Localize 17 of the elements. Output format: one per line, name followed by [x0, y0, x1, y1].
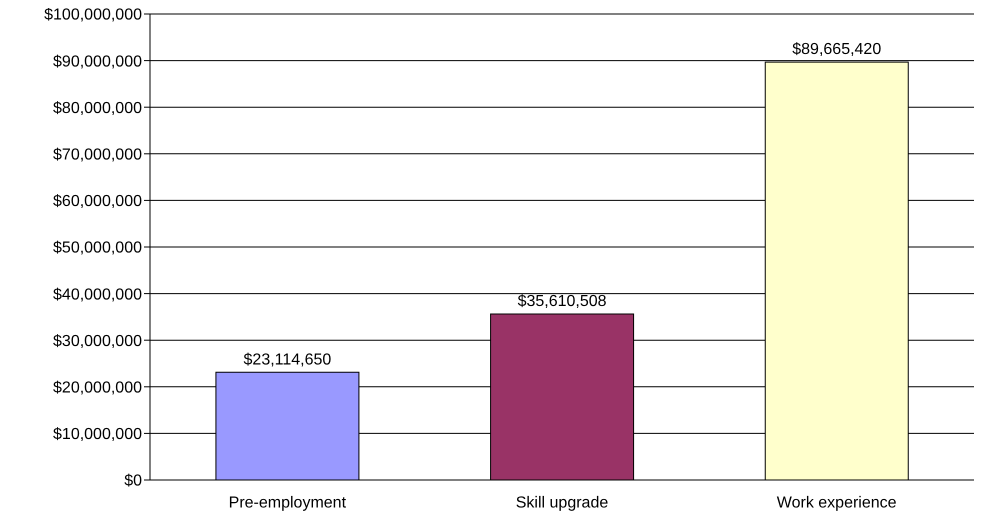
y-tick-label: $30,000,000 — [53, 332, 142, 350]
y-tick-label: $10,000,000 — [53, 426, 142, 444]
y-tick-label: $20,000,000 — [53, 379, 142, 396]
data-label: $89,665,420 — [792, 41, 882, 58]
x-tick-label: Skill upgrade — [516, 494, 608, 512]
x-tick-label: Work experience — [776, 494, 897, 512]
y-tick-label: $100,000,000 — [44, 6, 142, 24]
y-tick-label: $0 — [124, 472, 142, 490]
y-tick-label: $40,000,000 — [53, 286, 142, 304]
y-tick-label: $60,000,000 — [53, 193, 142, 210]
y-tick-label: $70,000,000 — [53, 146, 142, 164]
data-label: $35,610,508 — [518, 293, 607, 310]
y-tick-label: $50,000,000 — [53, 240, 142, 257]
y-tick-label: $80,000,000 — [53, 100, 142, 117]
x-tick-label: Pre-employment — [228, 494, 347, 512]
data-label: $23,114,650 — [244, 351, 332, 368]
y-tick-label: $90,000,000 — [53, 53, 142, 70]
